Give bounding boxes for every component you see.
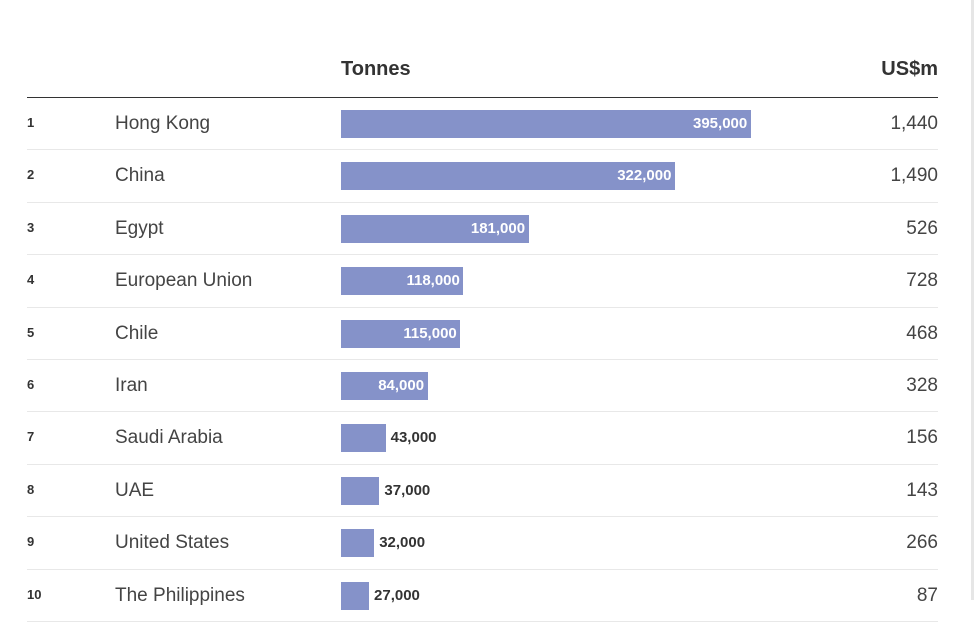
table-row: 2 China 322,000 1,490 [27,150,938,203]
tonnes-bar [341,424,386,453]
usd-value: 468 [906,322,938,344]
rank-label: 10 [27,586,42,602]
table-row: 4 European Union 118,000 728 [27,255,938,308]
tonnes-bar [341,529,375,558]
country-label: The Philippines [115,584,245,606]
table-row: 5 Chile 115,000 468 [27,308,938,360]
bar-area: 395,000 [341,110,861,138]
tonnes-bar [341,110,751,138]
country-label: Egypt [115,217,164,239]
table-row: 6 Iran 84,000 328 [27,360,938,413]
usd-value: 328 [906,374,938,396]
usd-value: 143 [906,479,938,501]
tonnes-bar [341,581,370,610]
usd-value: 526 [906,217,938,239]
tonnes-data-label: 84,000 [378,376,425,394]
usd-column-header: US$m [881,58,938,80]
tonnes-data-label: 32,000 [379,534,426,552]
rank-label: 5 [27,324,35,340]
bar-area: 27,000 [341,581,861,610]
table-row: 7 Saudi Arabia 43,000 156 [27,412,938,465]
bar-area: 32,000 [341,529,861,558]
page-right-border [971,0,974,600]
table-row: 10 The Philippines 27,000 87 [27,570,938,622]
table-header: Tonnes US$m [27,56,938,86]
rank-label: 8 [27,481,35,497]
tonnes-bar [341,162,676,191]
usd-value: 87 [916,584,938,606]
country-label: Iran [115,374,148,396]
country-label: European Union [115,270,253,292]
rank-label: 6 [27,376,35,392]
tonnes-data-label: 27,000 [374,586,420,604]
bar-area: 43,000 [341,424,861,453]
tonnes-data-label: 322,000 [617,167,672,185]
tonnes-bar [341,371,429,400]
country-label: Chile [115,322,159,344]
tonnes-data-label: 395,000 [693,115,748,132]
country-label: UAE [115,479,155,501]
bar-area: 181,000 [341,214,861,243]
table-row: 3 Egypt 181,000 526 [27,203,938,256]
country-label: China [115,165,165,187]
bar-area: 118,000 [341,267,861,296]
tonnes-data-label: 37,000 [384,481,431,499]
rank-label: 3 [27,219,35,235]
table-row: 8 UAE 37,000 143 [27,465,938,518]
tonnes-bar [341,267,464,296]
usd-value: 1,440 [890,113,938,134]
tonnes-data-label: 118,000 [406,272,460,290]
rank-label: 2 [27,167,35,183]
rank-label: 4 [27,272,35,288]
usd-value: 1,490 [890,165,938,187]
usd-value: 728 [906,270,938,292]
usd-value: 266 [906,532,938,554]
tonnes-data-label: 181,000 [470,219,526,237]
tonnes-bar [341,476,380,505]
bar-area: 84,000 [341,371,861,400]
header-divider [27,97,938,98]
tonnes-data-label: 115,000 [403,324,457,342]
tonnes-data-label: 43,000 [390,429,437,447]
country-label: United States [115,532,230,554]
table-row: 9 United States 32,000 266 [27,517,938,570]
rank-label: 7 [27,429,35,445]
rank-label: 1 [27,115,35,130]
bar-area: 37,000 [341,476,861,505]
table-row: 1 Hong Kong 395,000 1,440 [27,98,938,151]
tonnes-column-header: Tonnes [341,58,411,80]
country-label: Hong Kong [115,113,211,134]
bar-area: 322,000 [341,162,861,191]
table-body: 1 Hong Kong 395,000 1,440 2 China 322,000 1,490… [27,98,938,622]
tonnes-bar [341,319,461,348]
country-label: Saudi Arabia [115,427,223,449]
rank-label: 9 [27,534,35,550]
bar-area: 115,000 [341,319,861,348]
tonnes-bar [341,214,529,243]
usd-value: 156 [906,427,938,449]
